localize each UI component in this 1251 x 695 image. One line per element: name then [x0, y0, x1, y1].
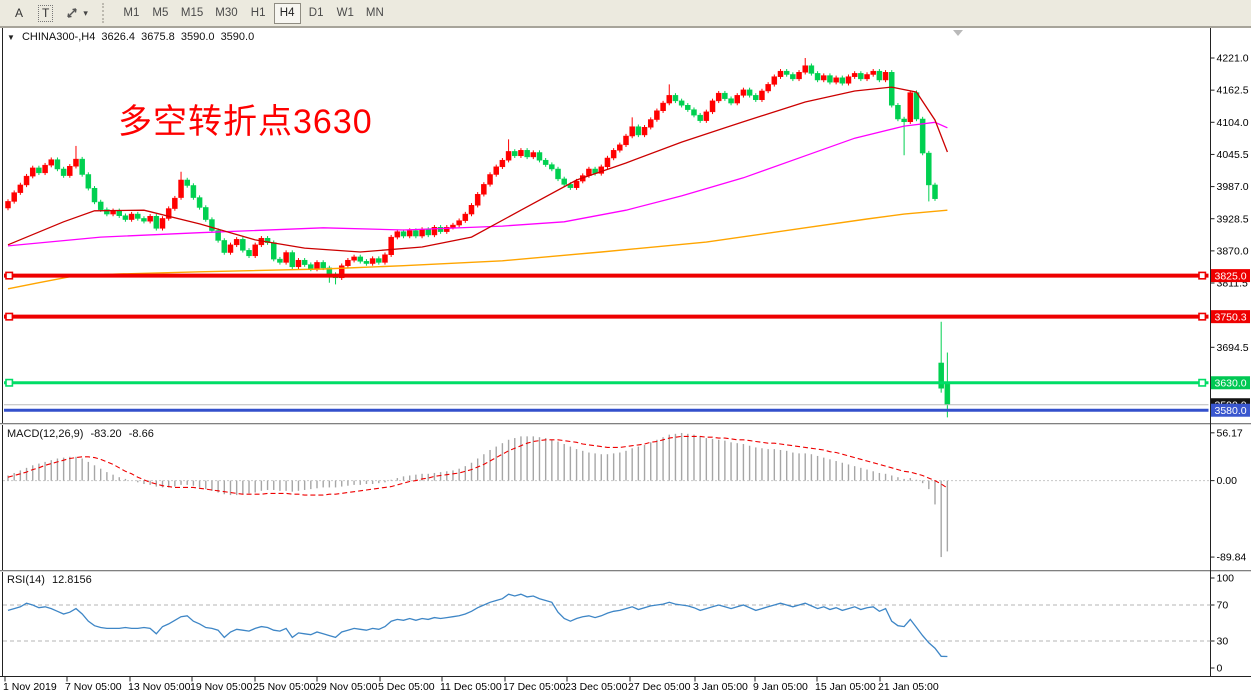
rsi-axis-label: 70 — [1217, 600, 1229, 612]
text-label-tool-glyph: A — [14, 6, 23, 20]
chart-title: ▼ CHINA300-,H4 3626.4 3675.8 3590.0 3590… — [5, 31, 260, 43]
cursor-arrows-icon — [67, 8, 78, 18]
toolbar-separator — [101, 3, 111, 23]
ohlc-low-value: 3590.0 — [180, 31, 215, 43]
timeframe-button-M15[interactable]: M15 — [176, 3, 208, 24]
horizontal-lines — [4, 271, 1209, 412]
time-axis-label: 7 Nov 05:00 — [65, 681, 122, 693]
timeframe-group: M1 M5 M15 M30 H1 H4 D1 W1 MN — [117, 2, 390, 24]
macd-axis-label: 0.00 — [1217, 475, 1238, 487]
time-axis-label: 17 Dec 05:00 — [503, 681, 566, 693]
rsi-pane: 100 70 30 0 — [3, 573, 1234, 675]
price-badge-label: 3750.3 — [1215, 311, 1247, 323]
toolbar: A T ▾ M1 M5 M15 M30 H1 H4 D1 W1 MN — [0, 0, 1251, 27]
dropdown-caret-icon: ▾ — [83, 7, 88, 18]
time-axis-label: 21 Jan 05:00 — [878, 681, 939, 693]
macd-main-value: -83.20 — [90, 428, 122, 440]
collapse-triangle-icon: ▼ — [7, 33, 15, 42]
time-axis-label: 1 Nov 2019 — [3, 681, 57, 693]
price-badge-label: 3580.0 — [1215, 405, 1247, 417]
timeframe-button-W1[interactable]: W1 — [332, 3, 359, 24]
macd-axis-label: -89.84 — [1217, 552, 1247, 564]
symbol-timeframe-label: CHINA300-,H4 — [21, 31, 96, 43]
price-badge-label: 3825.0 — [1215, 270, 1247, 282]
time-axis-label: 9 Jan 05:00 — [753, 681, 808, 693]
chart-text-annotation[interactable]: 多空转折点3630 — [118, 103, 373, 141]
price-axis-label: 3928.5 — [1217, 213, 1249, 225]
text-tool-button[interactable]: T — [33, 2, 58, 24]
time-axis-label: 3 Jan 05:00 — [693, 681, 748, 693]
ohlc-close-value: 3590.0 — [220, 31, 255, 43]
time-axis-label: 23 Dec 05:00 — [565, 681, 628, 693]
time-axis: 1 Nov 2019 7 Nov 05:00 13 Nov 05:00 19 Nov … — [3, 676, 939, 693]
macd-pane: 56.17 0.00 -89.84 — [3, 427, 1247, 564]
rsi-value: 12.8156 — [51, 574, 92, 586]
candles — [5, 58, 951, 418]
ma-mid-line — [7, 121, 948, 247]
price-badge-label: 3630.0 — [1215, 378, 1247, 390]
time-axis-label: 25 Nov 05:00 — [253, 681, 316, 693]
rsi-axis-label: 0 — [1217, 663, 1223, 675]
rsi-axis-label: 100 — [1217, 573, 1235, 585]
price-axis-label: 4045.5 — [1217, 149, 1249, 161]
price-axis-label: 3870.0 — [1217, 245, 1249, 257]
macd-label: MACD(12,26,9) — [7, 428, 84, 440]
macd-axis-label: 56.17 — [1217, 427, 1243, 439]
rsi-label: RSI(14) — [7, 574, 45, 586]
ma-fast-line — [7, 86, 949, 253]
time-axis-label: 27 Dec 05:00 — [628, 681, 691, 693]
time-axis-label: 29 Nov 05:00 — [315, 681, 378, 693]
ohlc-high-value: 3675.8 — [141, 31, 175, 43]
time-axis-label: 5 Dec 05:00 — [378, 681, 435, 693]
price-axis-label: 4104.0 — [1217, 117, 1249, 129]
timeframe-button-M1[interactable]: M1 — [118, 3, 145, 24]
chart-shift-marker-icon — [953, 30, 963, 36]
rsi-header: RSI(14) 12.8156 — [5, 574, 98, 586]
macd-header: MACD(12,26,9) -83.20 -8.66 — [5, 428, 160, 440]
time-axis-label: 11 Dec 05:00 — [440, 681, 502, 693]
timeframe-button-MN[interactable]: MN — [361, 3, 389, 24]
macd-signal-value: -8.66 — [128, 428, 154, 440]
time-axis-label: 13 Nov 05:00 — [128, 681, 191, 693]
cursor-tool-dropdown-button[interactable]: ▾ — [60, 2, 93, 24]
text-tool-glyph: T — [38, 4, 54, 22]
text-label-tool-button[interactable]: A — [7, 2, 31, 24]
time-axis-label: 15 Jan 05:00 — [815, 681, 876, 693]
price-axis-label: 4162.5 — [1217, 85, 1249, 97]
price-axis-label: 4221.0 — [1217, 53, 1249, 65]
rsi-axis-label: 30 — [1217, 636, 1229, 648]
timeframe-button-H1[interactable]: H1 — [245, 3, 272, 24]
price-axis-label: 3987.0 — [1217, 181, 1249, 193]
price-axis-label: 3694.5 — [1217, 342, 1249, 354]
shift-marker — [953, 30, 963, 36]
timeframe-button-M5[interactable]: M5 — [147, 3, 174, 24]
timeframe-button-D1[interactable]: D1 — [303, 3, 330, 24]
time-axis-label: 19 Nov 05:00 — [190, 681, 253, 693]
timeframe-button-H4[interactable]: H4 — [273, 2, 301, 24]
ohlc-open-value: 3626.4 — [101, 31, 136, 43]
timeframe-button-M30[interactable]: M30 — [210, 3, 242, 24]
